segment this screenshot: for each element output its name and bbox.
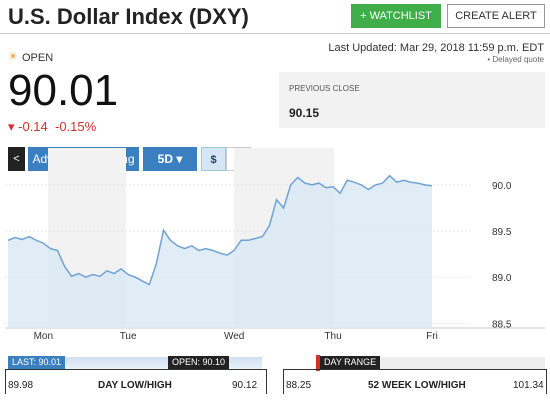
delayed: • Delayed quote	[487, 55, 544, 64]
previous-close-label: PREVIOUS CLOSE	[289, 84, 360, 93]
week-marker	[316, 355, 320, 371]
back-button[interactable]: <	[8, 147, 25, 171]
change-pct: -0.15%	[55, 119, 97, 134]
watchlist-button[interactable]: + WATCHLIST	[351, 4, 441, 28]
y-tick-label: 88.5	[492, 319, 512, 330]
last-updated: Last Updated: Mar 29, 2018 11:59 p.m. ED…	[328, 42, 544, 54]
change: ▾ -0.14 -0.15%	[8, 119, 97, 134]
title: U.S. Dollar Index (DXY)	[8, 4, 249, 29]
y-tick-label: 90.0	[492, 181, 512, 192]
week-high: 101.34	[513, 380, 544, 391]
week-range-frame	[283, 369, 547, 394]
sun-icon: ☀	[8, 51, 18, 63]
week-label: 52 WEEK LOW/HIGH	[368, 380, 466, 391]
day-high: 90.12	[232, 380, 258, 391]
x-tick-label: Wed	[224, 331, 244, 342]
price: 90.01	[8, 66, 119, 115]
previous-close-box: PREVIOUS CLOSE 90.15	[279, 72, 545, 128]
y-tick-label: 89.0	[492, 273, 512, 284]
x-tick-label: Thu	[324, 331, 341, 342]
y-tick-label: 89.5	[492, 227, 512, 238]
x-tick-label: Tue	[120, 331, 137, 342]
day-range-tag: DAY RANGE	[320, 356, 381, 369]
line	[7, 174, 433, 286]
period-button[interactable]: 5D ▾	[143, 147, 197, 171]
day-label: DAY LOW/HIGH	[98, 380, 172, 391]
market-status: OPEN	[22, 52, 54, 64]
x-tick-label: Fri	[426, 331, 438, 342]
change-value: -0.14	[18, 119, 48, 134]
area	[8, 175, 432, 328]
previous-close-value: 90.15	[289, 106, 320, 120]
divider	[0, 33, 550, 34]
dollar-button[interactable]: $	[201, 147, 226, 171]
day-low: 89.98	[8, 380, 34, 391]
period: 5D	[157, 152, 173, 166]
delayed-text: Delayed quote	[492, 55, 544, 64]
open-tag: OPEN: 90.10	[168, 356, 230, 369]
alert-button[interactable]: CREATE ALERT	[447, 4, 545, 28]
day-range-frame	[5, 369, 267, 394]
week-low: 88.25	[286, 380, 312, 391]
last-tag: LAST: 90.01	[8, 356, 66, 369]
x-tick-label: Mon	[34, 331, 53, 342]
